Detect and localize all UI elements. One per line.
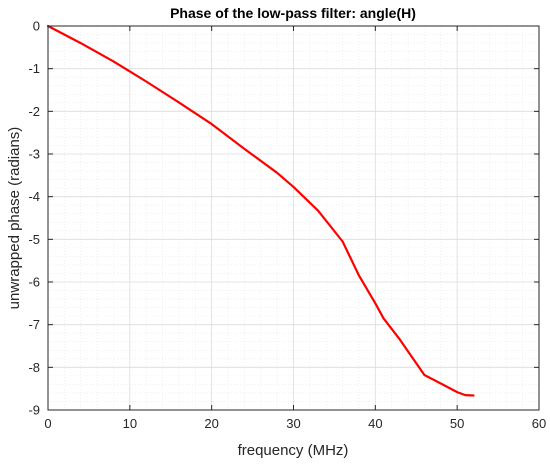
y-tick-label: 0 <box>33 19 40 34</box>
y-tick-label: -6 <box>28 275 40 290</box>
x-tick-label: 10 <box>123 416 137 431</box>
x-axis-label: frequency (MHz) <box>238 442 349 459</box>
y-tick-label: -7 <box>28 317 40 332</box>
y-tick-label: -5 <box>28 232 40 247</box>
x-tick-label: 60 <box>532 416 546 431</box>
series-layer <box>46 24 475 397</box>
y-tick-label: -8 <box>28 360 40 375</box>
y-tick-label: -1 <box>28 61 40 76</box>
y-tick-label: -9 <box>28 403 40 418</box>
x-tick-label: 50 <box>450 416 464 431</box>
x-tick-label: 20 <box>204 416 218 431</box>
x-tick-label: 0 <box>44 416 51 431</box>
y-tick-label: -4 <box>28 189 40 204</box>
y-tick-label: -2 <box>28 104 40 119</box>
x-tick-label: 40 <box>368 416 382 431</box>
phase-series-line <box>46 24 475 397</box>
y-tick-label: -3 <box>28 147 40 162</box>
chart-title: Phase of the low-pass filter: angle(H) <box>170 5 416 21</box>
y-axis-label: unwrapped phase (radians) <box>6 127 23 310</box>
x-axis-ticks: 0 10 20 30 40 50 60 <box>44 26 546 431</box>
y-axis-ticks: 0 -1 -2 -3 -4 -5 -6 -7 -8 -9 <box>28 19 539 418</box>
x-tick-label: 30 <box>286 416 300 431</box>
